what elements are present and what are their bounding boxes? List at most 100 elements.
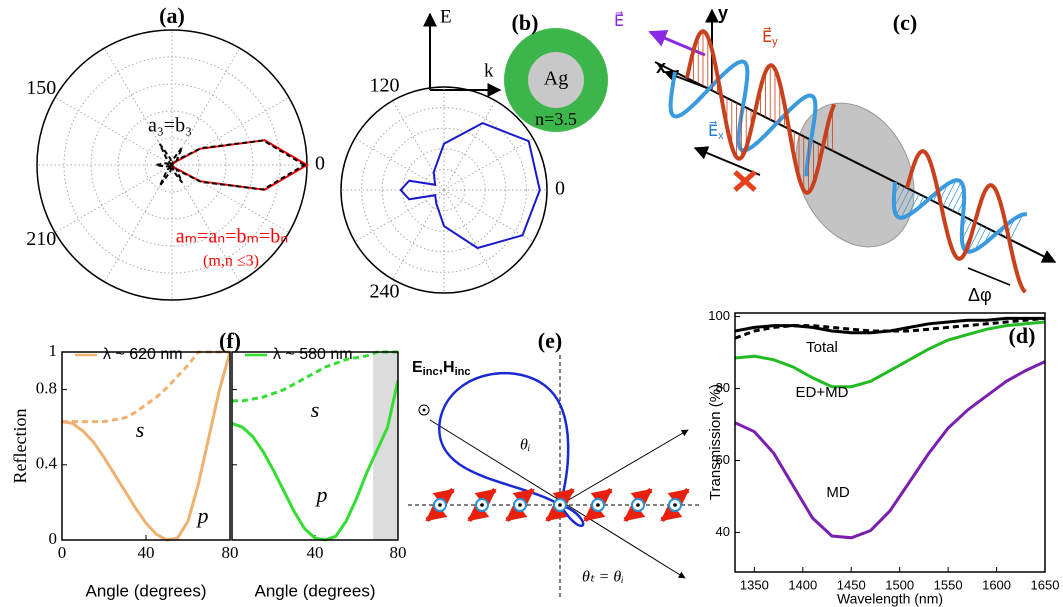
- theta-tick-label: 0: [315, 153, 325, 175]
- x-tick-label: 1650: [1031, 577, 1060, 592]
- plot-frame: [61, 351, 231, 541]
- x-tick-label: 40: [138, 543, 155, 562]
- dipole-arrow: [432, 488, 455, 509]
- y-tick-label: 80: [716, 380, 730, 395]
- transmitted-angle: θₜ = θᵢ: [582, 569, 624, 586]
- panel-label: (e): [538, 328, 562, 353]
- dipole-arrow: [583, 501, 606, 522]
- y-tick-label: 0.4: [36, 454, 58, 473]
- grid-spoke: [392, 100, 445, 191]
- x-tick-label: 1550: [934, 577, 963, 592]
- x-tick-label: 80: [390, 543, 407, 562]
- series-line: [232, 379, 398, 542]
- grid-spoke: [354, 138, 445, 191]
- e-vector: [648, 29, 706, 57]
- x-tick-label: 1600: [982, 577, 1011, 592]
- dipole-arrow: [552, 488, 575, 509]
- ex-sub: x: [718, 130, 724, 142]
- x-axis-label: Angle (degrees): [255, 581, 376, 600]
- phase-label: Δφ: [968, 285, 992, 305]
- field-sub: inc: [423, 366, 439, 378]
- k-label: k: [484, 60, 494, 81]
- field-h: ,H: [439, 359, 455, 376]
- annotation: s: [311, 397, 320, 422]
- field-sub: inc: [455, 366, 471, 378]
- polar-frame: [340, 86, 548, 294]
- ray: [559, 429, 689, 506]
- dipole-arrow: [545, 501, 568, 522]
- core-label: Ag: [544, 68, 568, 90]
- y-tick-label: 1: [49, 341, 58, 360]
- out-of-plane: [418, 404, 430, 416]
- grid-spoke: [171, 164, 290, 233]
- x-axis-label: Angle (degrees): [86, 581, 207, 600]
- theta-tick-label: 150: [26, 77, 56, 99]
- y-axis-label: Reflection: [10, 409, 30, 484]
- panel-label: (a): [159, 3, 185, 28]
- panel-e: (e) Einc,Hinc θᵢ θₜ = θᵢ: [408, 328, 700, 600]
- dipole-arrow: [630, 488, 653, 509]
- wave: [685, 29, 837, 195]
- panel-label: (c): [893, 10, 917, 35]
- grid-spoke: [54, 164, 173, 233]
- annotation: (m,n ≤3): [203, 253, 259, 270]
- y-tick-label: 40: [716, 524, 730, 539]
- dipole-arrow: [512, 488, 535, 509]
- grid-circle: [381, 127, 507, 253]
- y-tick-label: 100: [708, 308, 730, 323]
- scattering-pattern: [438, 371, 585, 528]
- annotation: p: [315, 482, 328, 507]
- y-tick-label: 60: [716, 452, 730, 467]
- ey-label: E⃗y: [762, 26, 778, 48]
- phase-bracket: [967, 267, 1011, 286]
- series-line: [735, 320, 1045, 389]
- dipole-dot: [438, 503, 442, 507]
- grid-spoke: [104, 47, 173, 166]
- dipole-dot: [636, 503, 640, 507]
- theta-tick-label: 0: [555, 178, 565, 200]
- x-tick-label: 1350: [740, 577, 769, 592]
- x-tick-label: 80: [222, 543, 239, 562]
- panel-label: (f): [219, 328, 241, 353]
- grid-circle: [361, 107, 527, 273]
- legend-label: λ ~ 580 nm: [273, 346, 353, 363]
- grid-spoke: [104, 164, 173, 283]
- core: [528, 52, 584, 108]
- ey-sub: y: [772, 36, 778, 48]
- grid-spoke: [443, 189, 534, 242]
- x-label: x: [656, 57, 666, 77]
- blocked-cross: [733, 170, 757, 192]
- panel-b-diagram: E k Ag n=3.5: [423, 6, 608, 132]
- grid-spoke: [392, 189, 445, 280]
- x-axis-label: Wavelength (nm): [837, 591, 943, 607]
- x-tick-label: 40: [307, 543, 324, 562]
- theta-tick-label: 120: [370, 75, 400, 97]
- dipole-dot: [518, 503, 522, 507]
- x-tick-label: 1500: [885, 577, 914, 592]
- panel-c: (c) y x E⃗ E⃗y E⃗x Δφ: [614, 3, 1057, 305]
- y-tick-label: 0: [49, 529, 58, 548]
- dipole-dot: [673, 503, 677, 507]
- series-line: [735, 360, 1045, 540]
- x-tick-label: 1450: [837, 577, 866, 592]
- annotation: ED+MD: [796, 384, 849, 401]
- wave: [891, 178, 1028, 254]
- field-label: Einc,Hinc: [412, 359, 470, 378]
- theta-tick-label: 210: [26, 228, 56, 250]
- polar-curve: [155, 139, 307, 191]
- y-label: y: [718, 3, 728, 23]
- field-e: E: [412, 359, 423, 376]
- grid-spoke: [171, 97, 290, 166]
- dipole-arrow: [590, 488, 613, 509]
- annotation: a₃=b₃: [148, 115, 192, 137]
- ex-main: E⃗: [708, 120, 718, 140]
- x-tick-label: 0: [58, 543, 67, 562]
- grid-spoke: [443, 100, 496, 191]
- polar-curve: [399, 122, 541, 250]
- y-axis-label: Transmission (%): [707, 384, 724, 500]
- x-tick-label: 1400: [788, 577, 817, 592]
- grid-circle: [144, 137, 200, 193]
- dipole-arrow: [505, 501, 528, 522]
- annotation: Total: [806, 339, 838, 356]
